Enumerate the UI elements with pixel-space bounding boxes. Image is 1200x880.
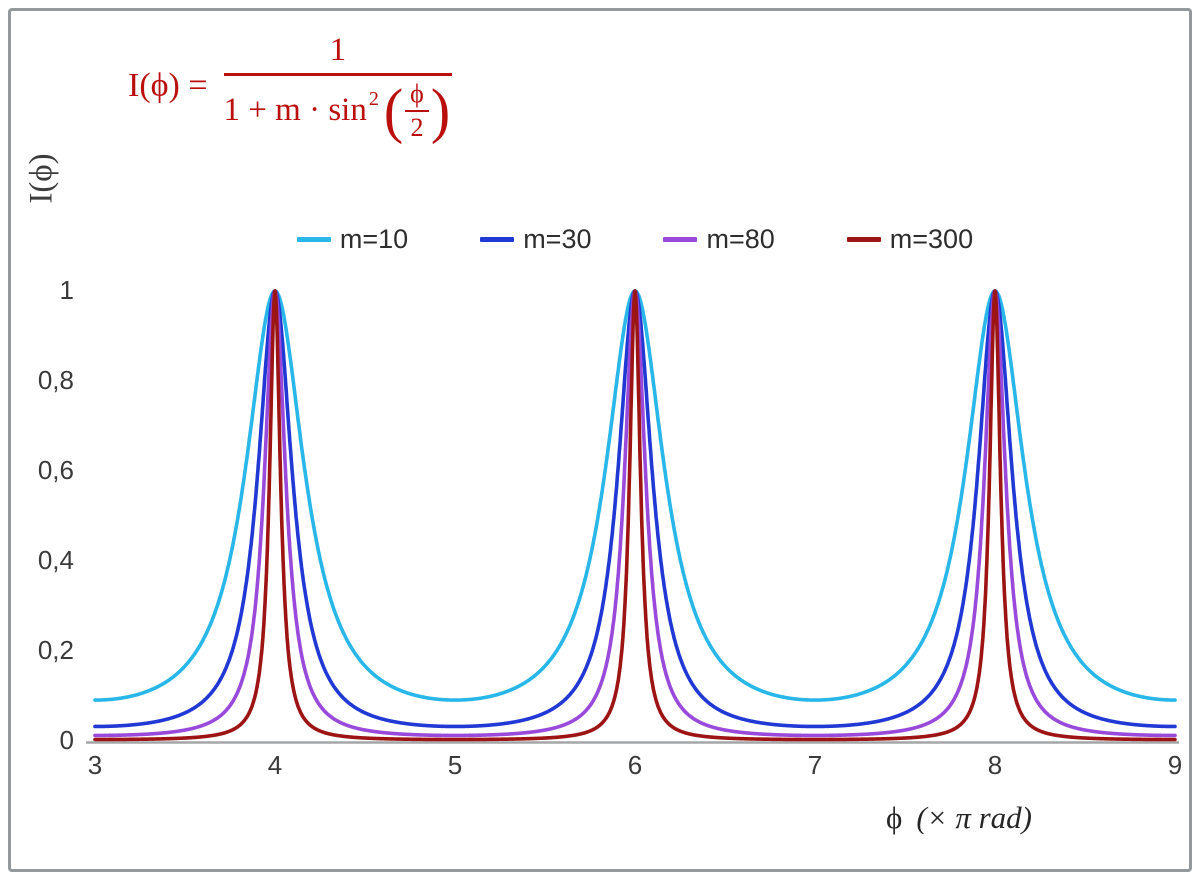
- series-line-m=80: [93, 289, 1177, 738]
- legend-item: m=300: [846, 224, 974, 255]
- open-paren: (: [383, 76, 404, 145]
- legend-swatch-icon: [663, 237, 698, 242]
- x-axis-unit: (× π rad): [916, 800, 1032, 835]
- x-axis-symbol: ϕ: [886, 800, 903, 835]
- x-tick-label: 3: [87, 750, 103, 780]
- y-tick-label: 1: [59, 275, 74, 305]
- legend-label: m=10: [339, 224, 409, 254]
- series-line-m=300: [93, 289, 1177, 742]
- legend-item: m=30: [480, 224, 591, 255]
- y-axis-title: I(ϕ): [23, 153, 60, 204]
- formula-denominator: 1 + m · sin 2 ( ϕ 2 ): [224, 76, 453, 141]
- series-line-m=30: [93, 289, 1177, 729]
- legend-swatch-icon: [480, 237, 515, 242]
- x-axis-title: ϕ (× π rad): [886, 800, 1032, 836]
- y-tick-label: 0,8: [37, 365, 74, 395]
- formula-den-text: 1 + m · sin: [223, 91, 367, 128]
- inner-numerator: ϕ: [405, 80, 429, 112]
- legend: m=10 m=30 m=80 m=300: [95, 224, 1175, 255]
- legend-swatch-icon: [846, 237, 881, 242]
- formula-numerator: 1: [223, 32, 453, 77]
- y-tick-label: 0: [59, 725, 74, 755]
- formula-fraction: 1 1 + m · sin 2 ( ϕ 2 ): [223, 32, 453, 141]
- legend-label: m=30: [523, 224, 592, 254]
- x-tick-label: 7: [807, 750, 823, 780]
- legend-item: m=80: [663, 224, 775, 255]
- formula-lhs: I(ϕ) =: [128, 67, 208, 105]
- inner-denominator: 2: [410, 112, 424, 142]
- formula: I(ϕ) = 1 1 + m · sin 2 ( ϕ 2 ): [128, 32, 453, 141]
- legend-label: m=80: [706, 224, 775, 254]
- legend-item: m=10: [296, 224, 409, 255]
- x-tick-label: 5: [447, 750, 463, 780]
- legend-swatch-icon: [296, 237, 331, 242]
- x-tick-label: 9: [1167, 750, 1183, 780]
- close-paren: ): [430, 76, 451, 145]
- inner-fraction: ϕ 2: [405, 80, 429, 141]
- y-tick-label: 0,6: [37, 455, 74, 485]
- formula-exponent: 2: [368, 88, 379, 111]
- legend-label: m=300: [889, 224, 974, 254]
- x-tick-label: 8: [987, 750, 1003, 780]
- y-tick-label: 0,4: [37, 545, 74, 575]
- y-tick-label: 0,2: [37, 635, 74, 665]
- x-tick-label: 6: [627, 750, 643, 780]
- x-tick-label: 4: [267, 750, 283, 780]
